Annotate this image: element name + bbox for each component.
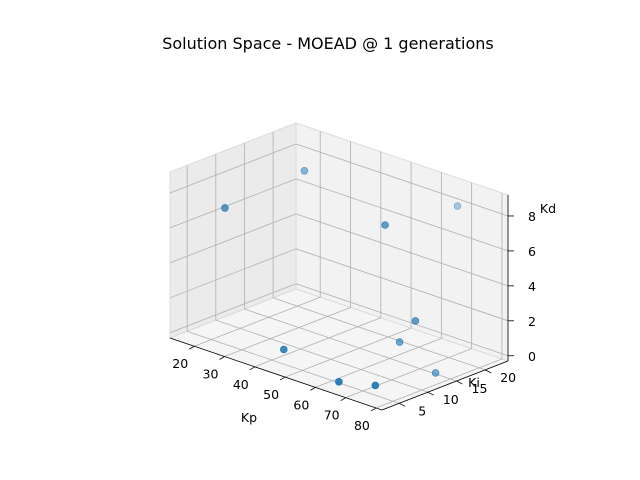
- gridline-z-wall: [169, 143, 297, 194]
- x-tick-mark: [340, 397, 346, 402]
- z-tick-label: 8: [528, 209, 536, 224]
- y-tick-label: 15: [472, 381, 488, 396]
- x-tick-mark: [310, 387, 316, 391]
- y-tick-mark: [484, 369, 492, 374]
- y-tick-mark: [456, 380, 463, 385]
- chart-panes: [168, 122, 510, 411]
- y-tick-label: 5: [418, 403, 426, 418]
- gridline-z-wall: [169, 178, 297, 229]
- scatter-point: [411, 317, 420, 325]
- gridline-y-floor: [272, 297, 486, 371]
- x-tick-mark: [370, 407, 377, 412]
- scatter-point: [221, 204, 229, 212]
- x-tick-label: 40: [233, 377, 249, 392]
- y-tick-mark: [427, 391, 434, 396]
- gridline-z-wall: [169, 213, 297, 264]
- x-tick-label: 70: [324, 408, 340, 423]
- x-tick-label: 50: [263, 387, 279, 402]
- scatter-point: [381, 221, 389, 229]
- gridline-x-floor: [224, 307, 351, 357]
- gridline-z-back: [295, 143, 509, 217]
- y-tick-label: 20: [500, 370, 516, 385]
- scatter-point: [300, 167, 309, 175]
- x-tick-label: 20: [172, 356, 188, 371]
- gridline-z-back: [295, 213, 509, 287]
- z-axis-label: Kd: [540, 201, 556, 216]
- gridline-x-floor: [375, 358, 503, 409]
- x-tick-mark: [249, 366, 256, 371]
- gridline-x-floor: [345, 348, 472, 399]
- y-axis-label: Ki: [468, 375, 480, 390]
- scatter-point: [335, 377, 343, 386]
- x-axis-label: Kp: [241, 410, 257, 425]
- chart-axes: [169, 195, 509, 411]
- chart-ticks: 20 30 40 50 60 70 80 5 10 15 20 0 2 4 6 8: [172, 209, 536, 433]
- z-tick-label: 0: [528, 349, 536, 364]
- gridline-x-floor: [254, 317, 381, 368]
- scatter-point: [431, 369, 440, 377]
- gridline-z-back: [295, 178, 509, 252]
- z-tick-label: 6: [528, 244, 536, 259]
- z-tick-label: 2: [528, 314, 536, 329]
- x-tick-label: 80: [354, 418, 370, 433]
- gridline-z-wall: [169, 248, 297, 299]
- gridline-z-back: [295, 283, 509, 357]
- gridline-y-floor: [187, 330, 400, 404]
- scatter-point: [453, 202, 462, 210]
- y-axis-line: [381, 360, 509, 411]
- x-tick-mark: [189, 345, 195, 350]
- chart-title: Solution Space - MOEAD @ 1 generations: [162, 34, 494, 53]
- x-tick-label: 30: [203, 367, 219, 382]
- y-tick-mark: [399, 402, 406, 407]
- gridline-x-floor: [194, 296, 321, 347]
- x-tick-label: 60: [293, 397, 309, 412]
- gridline-y-floor: [215, 319, 428, 393]
- scatter-point: [395, 338, 404, 346]
- x-axis-line: [169, 337, 383, 411]
- scatter-point: [279, 345, 288, 354]
- gridline-y-floor: [244, 308, 457, 382]
- x-tick-mark: [279, 376, 286, 381]
- z-tick-label: 4: [528, 279, 536, 294]
- y-tick-label: 10: [443, 392, 459, 407]
- gridline-x-floor: [284, 327, 412, 378]
- x-tick-mark: [219, 356, 225, 360]
- chart-gridlines: [169, 131, 509, 409]
- chart-points: [221, 167, 462, 390]
- gridline-z-back: [295, 248, 509, 322]
- scatter-point: [371, 381, 380, 390]
- gridline-z-wall: [169, 283, 297, 334]
